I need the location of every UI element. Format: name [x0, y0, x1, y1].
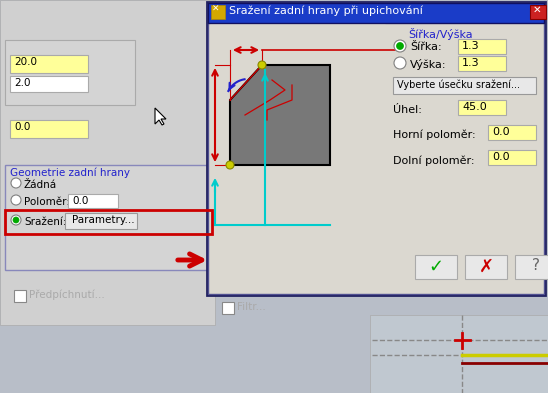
- Bar: [222, 302, 234, 314]
- Text: 0.0: 0.0: [492, 127, 510, 137]
- Text: 20.0: 20.0: [14, 57, 37, 67]
- Circle shape: [397, 42, 403, 50]
- Text: Parametry...: Parametry...: [72, 215, 135, 225]
- Text: Šířka/Výška: Šířka/Výška: [408, 28, 472, 40]
- Bar: [0, 0, 215, 325]
- Bar: [10, 120, 88, 138]
- Bar: [488, 125, 536, 140]
- Text: ?: ?: [532, 258, 540, 273]
- Bar: [65, 213, 137, 229]
- Text: Vyberte úsečku sražení...: Vyberte úsečku sražení...: [397, 79, 520, 90]
- Bar: [393, 77, 536, 94]
- Text: Poloměr:: Poloměr:: [24, 197, 70, 207]
- Text: 1.3: 1.3: [462, 41, 480, 51]
- Bar: [10, 55, 88, 73]
- Text: Sražení zadní hrany při upichování: Sražení zadní hrany při upichování: [229, 5, 423, 15]
- Text: Geometrie zadní hrany: Geometrie zadní hrany: [10, 168, 130, 178]
- Bar: [5, 165, 212, 270]
- Bar: [458, 100, 506, 115]
- Text: Filtr...: Filtr...: [237, 302, 266, 312]
- Circle shape: [394, 40, 406, 52]
- Text: Horní poloměr:: Horní poloměr:: [393, 130, 476, 141]
- Bar: [5, 40, 135, 105]
- Bar: [208, 3, 544, 294]
- Circle shape: [11, 178, 21, 188]
- Text: 2.0: 2.0: [14, 78, 31, 88]
- Text: Žádná: Žádná: [24, 180, 57, 190]
- Bar: [10, 76, 88, 92]
- Text: 0.0: 0.0: [492, 152, 510, 162]
- Text: Sražení:: Sražení:: [24, 217, 66, 227]
- Bar: [488, 150, 536, 165]
- Circle shape: [226, 161, 234, 169]
- Text: ✕: ✕: [212, 5, 220, 14]
- Text: 0.0: 0.0: [14, 122, 30, 132]
- Bar: [458, 39, 506, 54]
- Bar: [14, 290, 26, 302]
- Text: Dolní poloměr:: Dolní poloměr:: [393, 155, 475, 165]
- Polygon shape: [155, 108, 166, 125]
- Text: 0.0: 0.0: [72, 196, 88, 206]
- Bar: [207, 2, 545, 295]
- Polygon shape: [230, 65, 330, 165]
- Bar: [210, 25, 385, 235]
- Bar: [208, 3, 544, 23]
- Text: Šířka:: Šířka:: [410, 42, 442, 52]
- Bar: [458, 56, 506, 71]
- Bar: [211, 5, 225, 19]
- Text: ✗: ✗: [478, 258, 494, 276]
- Bar: [415, 255, 457, 279]
- Text: 45.0: 45.0: [462, 102, 487, 112]
- Bar: [68, 194, 118, 208]
- Text: 1.3: 1.3: [462, 58, 480, 68]
- Bar: [465, 255, 507, 279]
- Bar: [515, 255, 548, 279]
- Bar: [370, 315, 548, 393]
- Circle shape: [13, 217, 19, 223]
- Text: ✓: ✓: [429, 258, 443, 276]
- Text: Výška:: Výška:: [410, 59, 447, 70]
- Text: ✕: ✕: [533, 5, 542, 15]
- Bar: [530, 5, 546, 19]
- Circle shape: [11, 195, 21, 205]
- Circle shape: [11, 215, 21, 225]
- Circle shape: [394, 57, 406, 69]
- Text: Úhel:: Úhel:: [393, 105, 422, 115]
- Text: Předpíchnutí...: Předpíchnutí...: [29, 290, 105, 301]
- Circle shape: [258, 61, 266, 69]
- Bar: [5, 210, 212, 234]
